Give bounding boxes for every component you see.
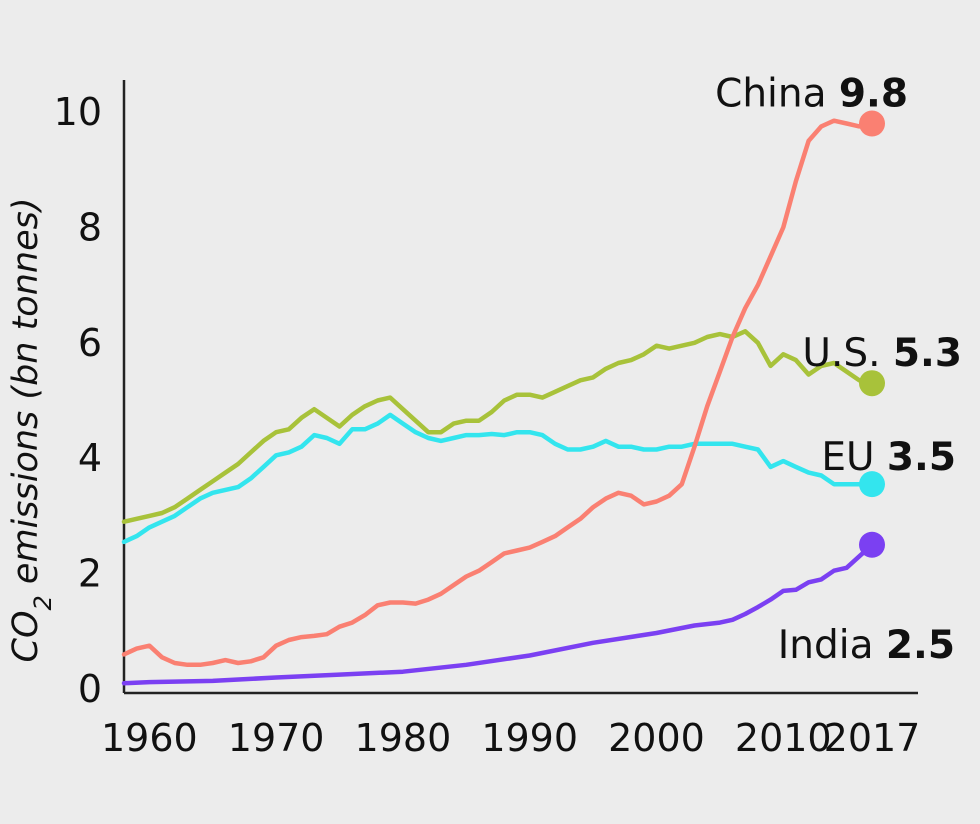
end-markers [859,110,885,558]
x-tick-label: 1990 [481,716,578,760]
end-label-name: U.S. [802,331,893,376]
x-tick-label: 1960 [101,716,198,760]
end-marker-us [859,370,885,397]
end-label-name: India [778,623,886,668]
series-line-india [121,542,875,686]
end-marker-china [859,110,885,137]
end-marker-india [859,531,885,558]
y-tick-label: 6 [78,321,102,365]
x-tick-label: 2017 [824,716,921,760]
x-tick-label: 2010 [735,716,832,760]
y-axis-ticks: 0 2 4 6 8 10 [54,90,102,711]
end-label-india: India 2.5 [778,623,955,668]
series-lines [121,118,875,686]
series-line-china [121,118,875,668]
x-tick-label: 1980 [355,716,452,760]
y-axis-title-suffix: emissions (bn tonnes) [6,197,46,595]
y-axis-title: CO2 emissions (bn tonnes) [6,197,57,662]
end-label-china: China 9.8 [715,72,908,117]
y-tick-label: 8 [78,205,102,249]
end-marker-eu [859,471,885,498]
y-axis-title-subscript: 2 [29,595,57,610]
y-tick-label: 0 [78,667,102,711]
y-axis-title-prefix: CO [6,611,46,663]
series-line-us [121,329,875,524]
x-tick-label: 1970 [228,716,325,760]
end-labels: India 2.5 EU 3.5 U.S. 5.3 China 9.8 [715,72,962,668]
end-label-name: EU [821,435,887,480]
y-tick-label: 2 [78,552,102,596]
end-label-value: 5.3 [893,331,962,376]
end-label-name: China [715,72,839,117]
end-label-us: U.S. 5.3 [802,331,962,376]
end-label-value: 2.5 [886,623,955,668]
end-label-value: 9.8 [839,72,908,117]
x-tick-label: 2000 [608,716,705,760]
end-label-value: 3.5 [887,435,956,480]
end-label-eu: EU 3.5 [821,435,956,480]
y-axis-title-group: CO2 emissions (bn tonnes) [6,197,57,662]
series-line-eu [121,412,875,545]
y-tick-label: 4 [78,436,102,480]
y-tick-label: 10 [54,90,102,134]
